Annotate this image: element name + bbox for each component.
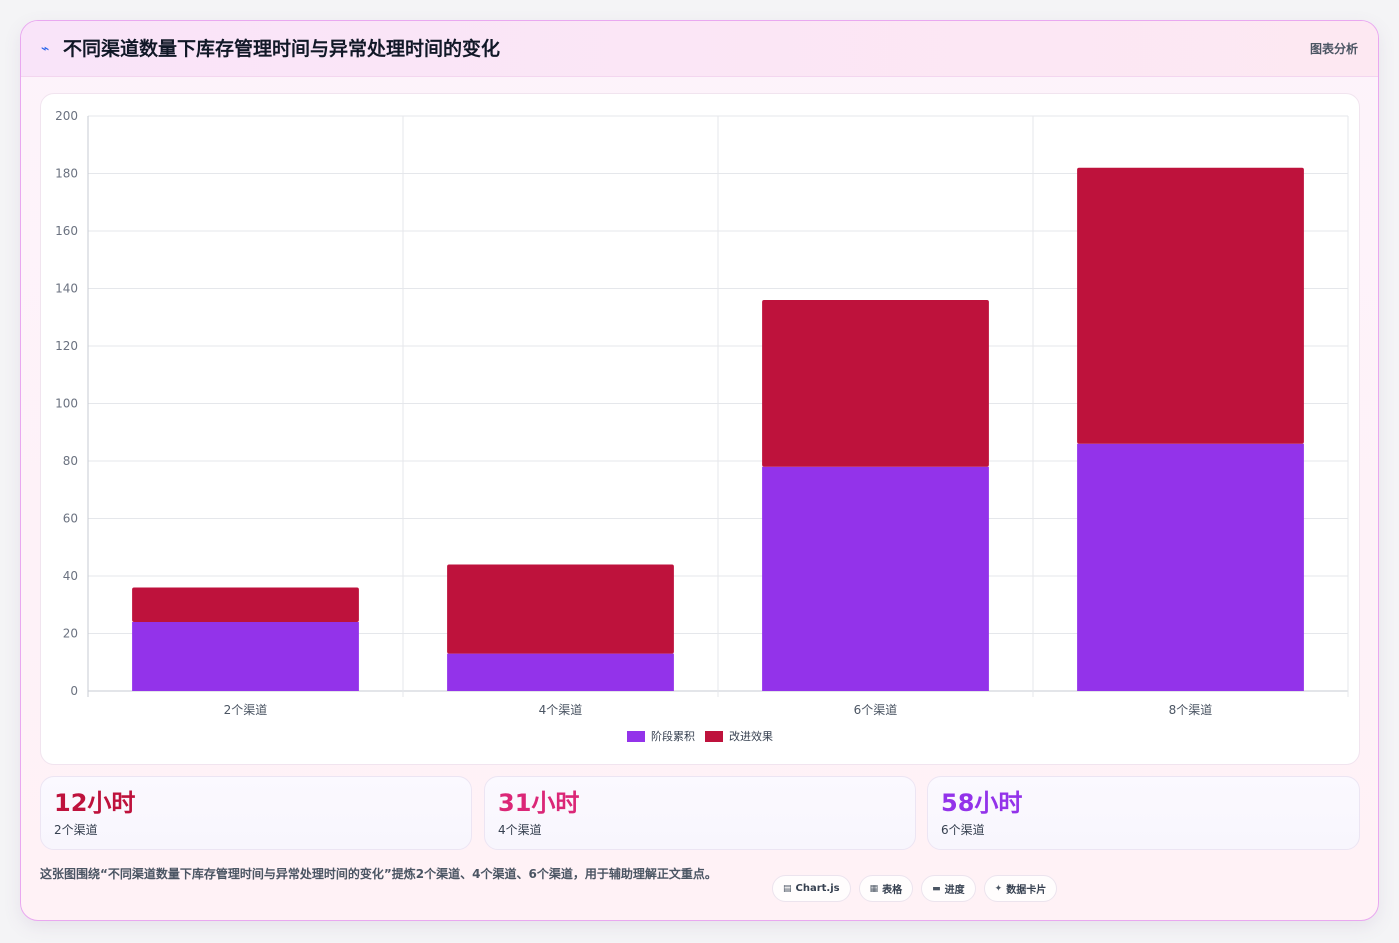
y-tick-label: 80 xyxy=(63,454,78,468)
x-tick-label: 4个渠道 xyxy=(539,703,583,717)
legend-swatch xyxy=(705,730,723,742)
progress-icon: ▬ xyxy=(932,883,941,894)
chip-label: Chart.js xyxy=(795,883,840,894)
stacked-bar-chart: 0 20 40 60 80 100 120 140 160 180 200 2个渠道 4个渠道 6个渠道 8… xyxy=(55,109,1349,717)
y-tick-label: 120 xyxy=(55,339,78,353)
bar-segment xyxy=(132,587,359,622)
bar-segment xyxy=(1077,443,1304,691)
chip-label: 数据卡片 xyxy=(1006,885,1047,896)
stat-card: 58小时 6个渠道 xyxy=(927,776,1360,850)
table-icon: ▤ xyxy=(783,883,792,894)
chip-list: ▤ Chart.js ▦ 表格 ▬ 进度 ✦ 数据卡片 xyxy=(772,875,1058,902)
chip-data-card[interactable]: ✦ 数据卡片 xyxy=(983,875,1058,902)
y-tick-label: 200 xyxy=(55,109,78,123)
y-tick-label: 20 xyxy=(63,627,78,641)
y-tick-label: 40 xyxy=(63,569,78,583)
legend-label: 改进效果 xyxy=(729,730,773,743)
chart-legend: 阶段累积 改进效果 xyxy=(41,728,1359,744)
legend-label: 阶段累积 xyxy=(651,730,695,743)
stat-card: 31小时 4个渠道 xyxy=(484,776,916,850)
y-tick-label: 140 xyxy=(55,282,78,296)
chip-label: 表格 xyxy=(882,885,903,896)
x-tick-label: 2个渠道 xyxy=(224,703,268,717)
chip-table[interactable]: ▦ 表格 xyxy=(858,875,914,902)
page-title: 不同渠道数量下库存管理时间与异常处理时间的变化 xyxy=(63,38,501,60)
y-tick-label: 60 xyxy=(63,512,78,526)
chart-line-icon: ⌁ xyxy=(41,41,50,57)
bar-segment xyxy=(447,564,674,654)
bar-segment xyxy=(132,622,359,691)
chart-analysis-tag[interactable]: 图表分析 xyxy=(1309,42,1358,56)
stat-label: 2个渠道 xyxy=(54,823,98,837)
stat-value: 31小时 xyxy=(498,789,580,817)
y-tick-label: 180 xyxy=(55,167,78,181)
bar-segment xyxy=(762,300,989,467)
chip-progress[interactable]: ▬ 进度 xyxy=(921,875,976,902)
chip-label: 进度 xyxy=(944,885,965,896)
x-tick-label: 8个渠道 xyxy=(1169,703,1213,717)
chart-card: ⌁ 不同渠道数量下库存管理时间与异常处理时间的变化 图表分析 0 20 40 60 80… xyxy=(20,20,1379,921)
y-tick-label: 0 xyxy=(70,684,78,698)
chart-panel: 0 20 40 60 80 100 120 140 160 180 200 2个渠道 4个渠道 6个渠道 8… xyxy=(40,93,1360,765)
stat-card: 12小时 2个渠道 xyxy=(40,776,472,850)
y-tick-label: 160 xyxy=(55,224,78,238)
stat-value: 12小时 xyxy=(54,789,136,817)
bar-segment xyxy=(447,653,674,691)
chip-chartjs[interactable]: ▤ Chart.js xyxy=(772,875,851,902)
stat-cards: 12小时 2个渠道 31小时 4个渠道 58小时 6个渠道 xyxy=(40,776,1360,850)
chart-description: 这张图围绕“不同渠道数量下库存管理时间与异常处理时间的变化”提炼2个渠道、4个渠… xyxy=(40,867,717,881)
stat-label: 4个渠道 xyxy=(498,823,542,837)
legend-item[interactable]: 改进效果 xyxy=(705,728,773,744)
sparkle-icon: ✦ xyxy=(994,883,1003,894)
card-header: ⌁ 不同渠道数量下库存管理时间与异常处理时间的变化 图表分析 xyxy=(21,21,1378,77)
stat-label: 6个渠道 xyxy=(941,823,985,837)
bar-segment xyxy=(1077,167,1304,444)
bar-segment xyxy=(762,466,989,691)
legend-item[interactable]: 阶段累积 xyxy=(627,728,695,744)
legend-swatch xyxy=(627,730,645,742)
stat-value: 58小时 xyxy=(941,789,1023,817)
x-tick-label: 6个渠道 xyxy=(854,703,898,717)
y-tick-label: 100 xyxy=(55,397,78,411)
grid-icon: ▦ xyxy=(869,883,879,894)
